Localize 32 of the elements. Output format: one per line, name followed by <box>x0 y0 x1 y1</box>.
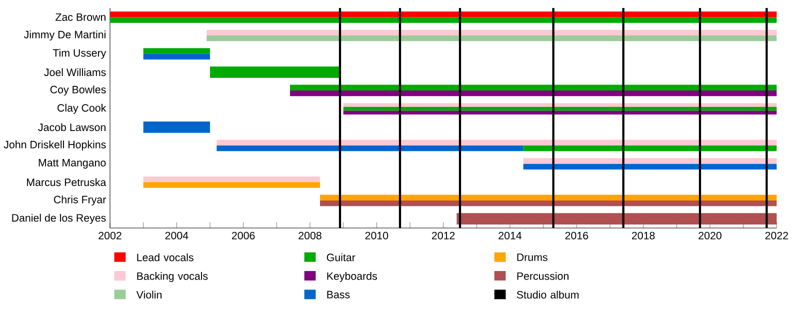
y-tick-label: Marcus Petruska <box>27 178 106 186</box>
x-tick-label: 2012 <box>432 232 455 240</box>
y-tick-label: Jacob Lawson <box>38 123 106 132</box>
x-tick-label: 2004 <box>165 232 188 240</box>
x-tick-label: 2002 <box>98 232 122 240</box>
y-tick-label: Daniel de los Reyes <box>12 214 106 224</box>
legend-label: Bass <box>327 290 350 298</box>
y-tick-label: Zac Brown <box>56 13 106 21</box>
x-tick-label: 2008 <box>298 232 322 240</box>
x-tick-label: 2016 <box>565 232 588 240</box>
y-tick-label: Chris Fryar <box>54 196 106 206</box>
x-tick-label: 2014 <box>498 232 522 240</box>
x-tick-label: 2010 <box>365 232 388 240</box>
legend-label: Drums <box>517 254 548 262</box>
x-tick-label: 2006 <box>232 232 255 240</box>
legend-label: Backing vocals <box>137 272 208 282</box>
legend-label: Studio album <box>516 290 579 299</box>
y-tick-label: John Driskell Hopkins <box>4 140 106 150</box>
legend-label: Keyboards <box>327 272 377 282</box>
y-tick-label: Coy Bowles <box>50 86 106 96</box>
y-tick-label: Joel Williams <box>44 68 106 76</box>
y-tick-label: Jimmy De Martini <box>24 30 106 40</box>
y-tick-label: Clay Cook <box>58 104 106 114</box>
legend-label: Lead vocals <box>137 253 194 262</box>
y-tick-label: Tim Ussery <box>52 48 106 59</box>
legend-label: Violin <box>136 290 162 299</box>
y-tick-label: Matt Mangano <box>38 159 106 169</box>
x-tick-label: 2022 <box>765 232 788 240</box>
legend-label: Percussion <box>517 272 568 280</box>
x-tick-label: 2018 <box>632 232 655 240</box>
x-tick-label: 2020 <box>698 232 722 240</box>
legend-label: Guitar <box>326 253 356 262</box>
